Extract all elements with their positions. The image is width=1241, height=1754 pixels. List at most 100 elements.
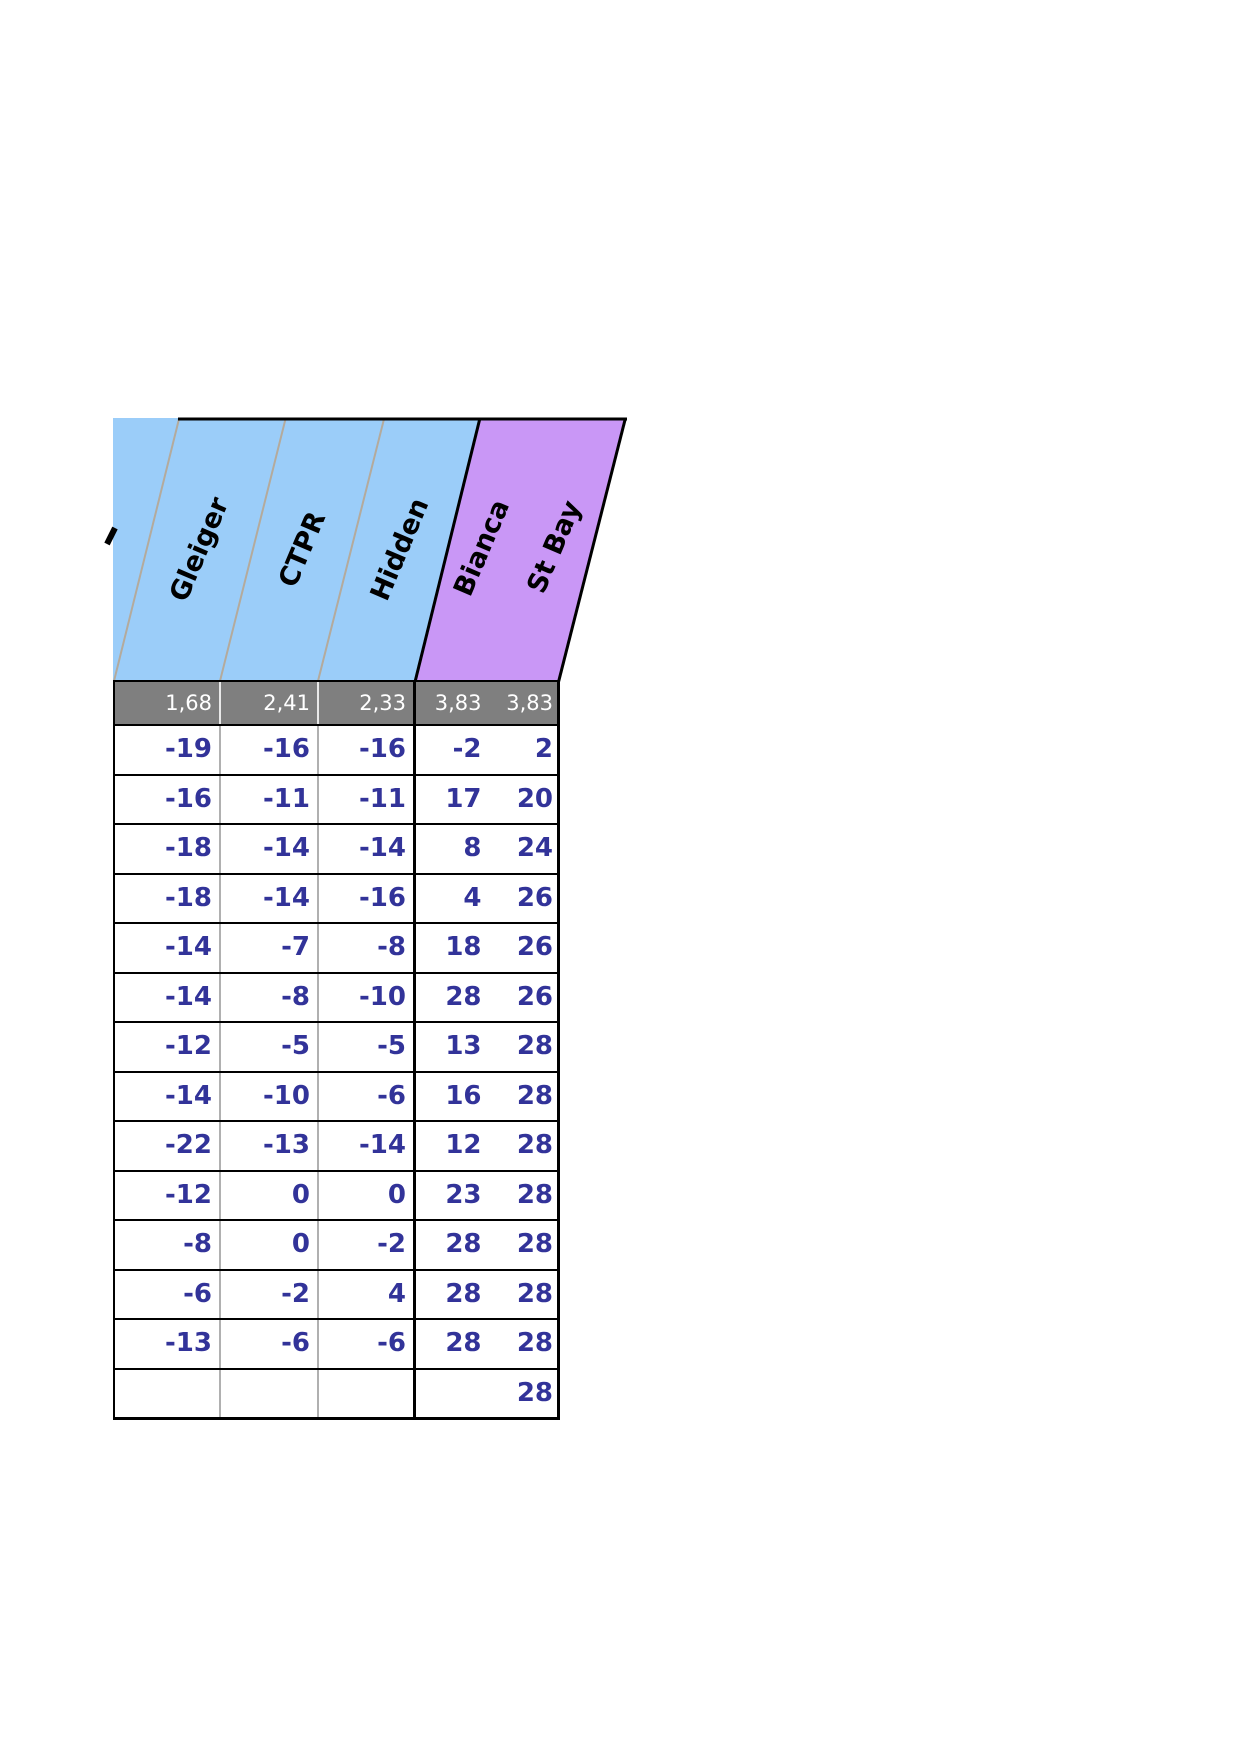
- value-cell: -12: [115, 1023, 221, 1071]
- stbay-value: 20: [516, 783, 553, 814]
- merged-value-cell: 12 28: [416, 1122, 557, 1170]
- table-row: -13 -6 -6 28 28: [115, 1320, 557, 1370]
- bianca-value: 28: [445, 981, 482, 1012]
- value-cell: 0: [221, 1221, 319, 1269]
- value-cell: -16: [319, 726, 416, 774]
- value-cell: -14: [115, 973, 221, 1021]
- table-row: -18 -14 -16 4 26: [115, 874, 557, 924]
- table-row: -12 -5 -5 13 28: [115, 1023, 557, 1073]
- merged-value-cell: 28 28: [416, 1271, 557, 1319]
- stbay-value: 24: [516, 833, 553, 863]
- bianca-value: 16: [445, 1080, 482, 1111]
- merged-value-cell: 28 26: [416, 974, 557, 1022]
- value-cell: -7: [221, 924, 319, 972]
- merged-value-cell: 28 28: [416, 1320, 557, 1368]
- bianca-value: 13: [445, 1031, 482, 1061]
- stats-row: 1,68 2,41 2,33 3,83 3,83: [115, 682, 557, 726]
- data-table: 1,68 2,41 2,33 3,83 3,83 -19 -16 -16 -2 2 -16…: [113, 680, 560, 1420]
- bianca-value: [416, 1370, 488, 1418]
- header-group-blue: [113, 418, 480, 682]
- merged-value-cell: 23 28: [416, 1172, 557, 1220]
- stats-cell-merged: 3,83 3,83: [416, 682, 557, 724]
- value-cell: -16: [221, 726, 319, 774]
- stbay-value: 2: [534, 734, 553, 764]
- value-cell: 0: [221, 1171, 319, 1219]
- stbay-value: 28: [516, 1377, 553, 1408]
- bianca-value: 4: [463, 882, 482, 913]
- stbay-value: 28: [516, 1031, 553, 1061]
- merged-value-cell: 17 20: [416, 776, 557, 824]
- value-cell: -5: [319, 1023, 416, 1071]
- table-row: -14 -10 -6 16 28: [115, 1072, 557, 1122]
- merged-value-cell: 16 28: [416, 1073, 557, 1121]
- stbay-value: 28: [516, 1179, 553, 1210]
- value-cell: -16: [115, 775, 221, 823]
- value-cell: -11: [319, 775, 416, 823]
- value-cell: -12: [115, 1171, 221, 1219]
- value-cell: -10: [221, 1072, 319, 1120]
- value-cell: [319, 1369, 416, 1417]
- value-cell: -14: [115, 1072, 221, 1120]
- stbay-value: 26: [516, 981, 553, 1012]
- group-boundary-line: [413, 417, 482, 682]
- stbay-value: 28: [516, 1130, 553, 1160]
- bianca-value: 17: [445, 783, 482, 814]
- stbay-value: 28: [516, 1328, 553, 1358]
- value-cell: -16: [319, 874, 416, 922]
- merged-value-cell: 18 26: [416, 924, 557, 972]
- merged-value-cell: 28: [416, 1370, 557, 1418]
- stbay-value: 28: [516, 1229, 553, 1259]
- value-cell: -6: [115, 1270, 221, 1318]
- stbay-value: 28: [516, 1278, 553, 1309]
- value-cell: [115, 1369, 221, 1417]
- value-cell: -5: [221, 1023, 319, 1071]
- value-cell: -14: [319, 825, 416, 873]
- bianca-value: -2: [452, 734, 482, 764]
- merged-value-cell: 13 28: [416, 1023, 557, 1071]
- bianca-value: 28: [445, 1328, 482, 1358]
- value-cell: [221, 1369, 319, 1417]
- table-row: -8 0 -2 28 28: [115, 1221, 557, 1271]
- table-row: 28: [115, 1369, 557, 1418]
- table-row: -14 -8 -10 28 26: [115, 973, 557, 1023]
- value-cell: -2: [221, 1270, 319, 1318]
- stats-cell-gleiger: 1,68: [115, 682, 221, 724]
- table-row: -22 -13 -14 12 28: [115, 1122, 557, 1172]
- value-cell: -14: [221, 874, 319, 922]
- value-cell: -18: [115, 874, 221, 922]
- value-cell: -18: [115, 825, 221, 873]
- bianca-value: 8: [463, 833, 482, 863]
- clipped-label-fragment: [104, 526, 118, 546]
- merged-value-cell: 8 24: [416, 825, 557, 873]
- value-cell: -8: [115, 1221, 221, 1269]
- value-cell: 0: [319, 1171, 416, 1219]
- value-cell: -14: [319, 1122, 416, 1170]
- value-cell: -13: [115, 1320, 221, 1368]
- value-cell: -6: [319, 1320, 416, 1368]
- stats-cell-ctpr: 2,41: [221, 682, 319, 724]
- value-cell: -14: [221, 825, 319, 873]
- stats-stbay-value: 3,83: [506, 691, 553, 715]
- bianca-value: 28: [445, 1278, 482, 1309]
- stbay-value: 26: [516, 882, 553, 913]
- stats-bianca-value: 3,83: [434, 691, 482, 715]
- value-cell: -6: [319, 1072, 416, 1120]
- value-cell: 4: [319, 1270, 416, 1318]
- header-group-purple: [415, 418, 626, 682]
- merged-value-cell: 4 26: [416, 875, 557, 923]
- column-divider: [219, 418, 287, 682]
- bianca-value: 18: [445, 932, 482, 962]
- stbay-value: 28: [516, 1080, 553, 1111]
- value-cell: -11: [221, 775, 319, 823]
- bianca-value: 23: [445, 1179, 482, 1210]
- column-divider: [317, 418, 385, 682]
- value-cell: -19: [115, 726, 221, 774]
- value-cell: -8: [221, 973, 319, 1021]
- value-cell: -22: [115, 1122, 221, 1170]
- bianca-value: 12: [445, 1130, 482, 1160]
- value-cell: -2: [319, 1221, 416, 1269]
- merged-value-cell: 28 28: [416, 1221, 557, 1269]
- merged-value-cell: -2 2: [416, 726, 557, 774]
- header-right-border: [557, 417, 627, 682]
- bianca-value: 28: [445, 1229, 482, 1259]
